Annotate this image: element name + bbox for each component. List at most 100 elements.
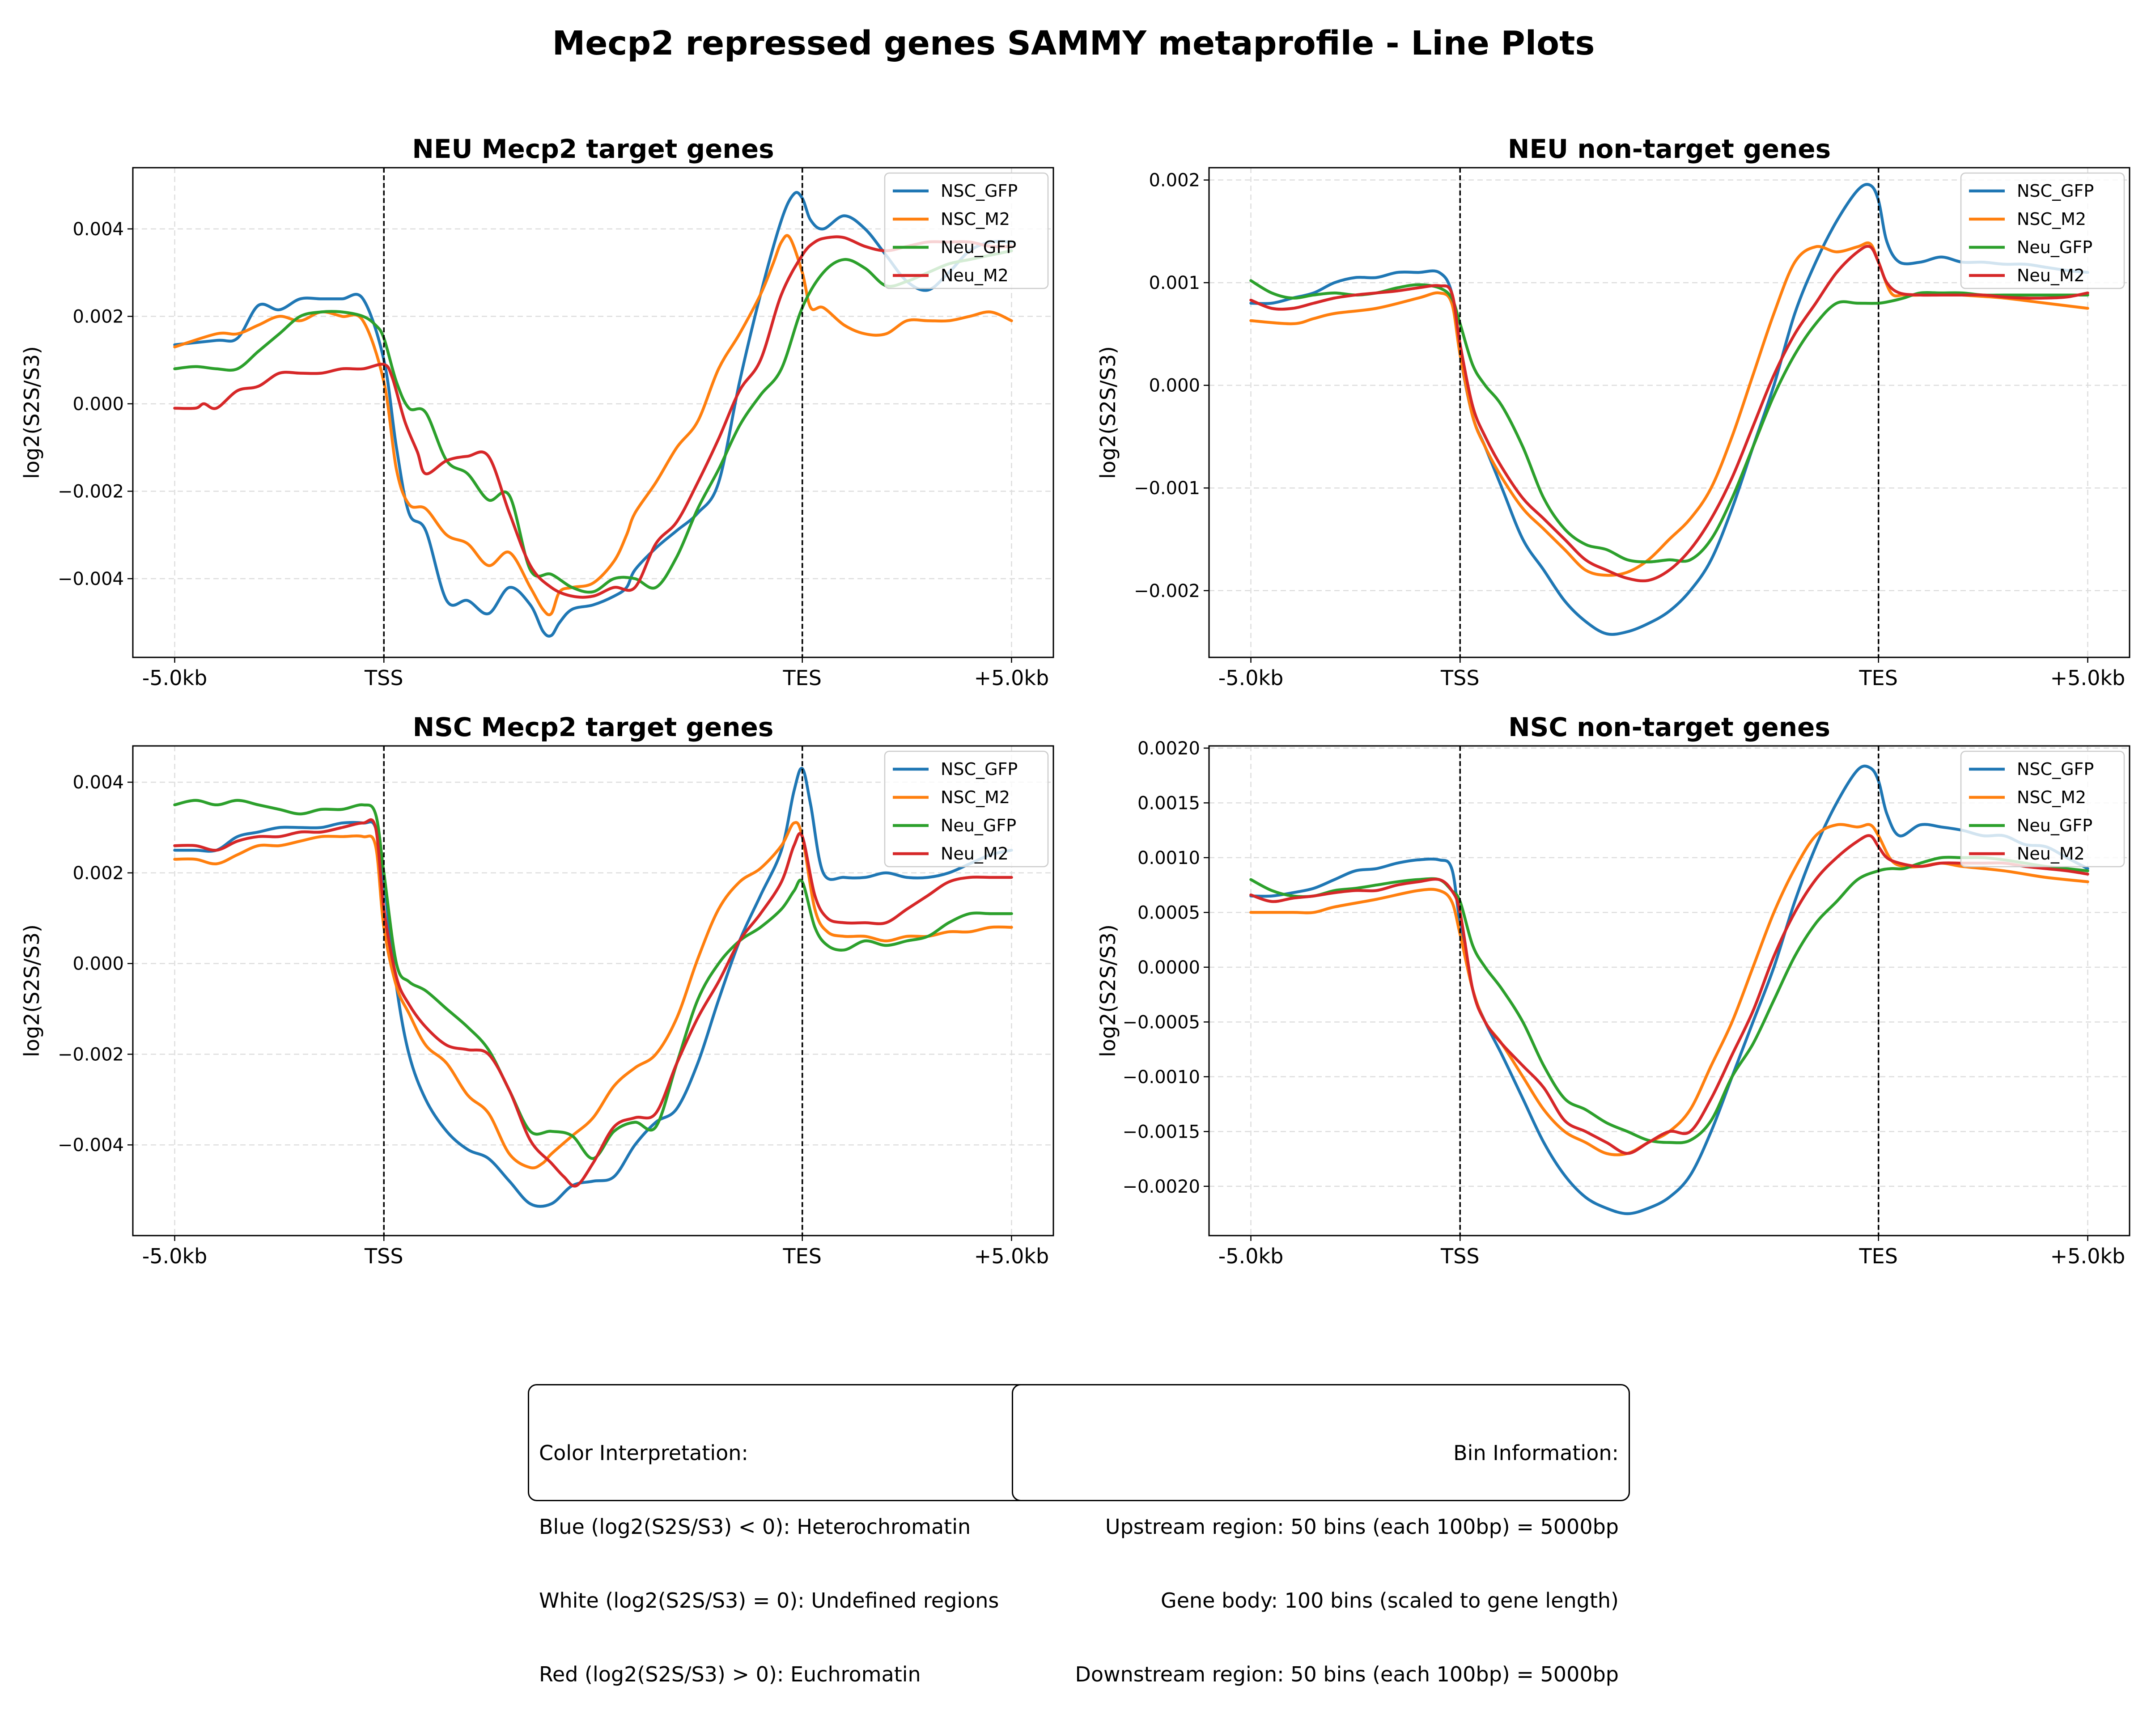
series-line-NSC_GFP (173, 766, 1013, 1208)
series-line-NSC_GFP (1249, 183, 2089, 636)
legend-label: Neu_GFP (2017, 816, 2092, 835)
subplot-title: NEU Mecp2 target genes (412, 134, 774, 164)
y-axis-label: log2(S2S/S3) (20, 346, 44, 479)
subplot-3: −0.004 −0.002 0.000 0.002 0.004 -5.0kb TSS TES +… (20, 712, 1054, 1268)
y-tick-label: 0.004 (72, 772, 124, 793)
series-line-Neu_M2 (1249, 834, 2089, 1155)
subplot-1: −0.004 −0.002 0.000 0.002 0.004 -5.0kb TSS TES +… (20, 134, 1054, 690)
y-tick-label: −0.002 (58, 481, 124, 502)
bin-information-box: Bin Information: Upstream region: 50 bin… (1012, 1384, 1630, 1686)
series-line-NSC_M2 (1249, 241, 2089, 577)
legend-label: Neu_GFP (941, 816, 1016, 835)
y-tick-label: 0.002 (1149, 170, 1200, 191)
y-tick-label: 0.002 (72, 863, 124, 884)
y-tick-label: −0.0015 (1123, 1122, 1200, 1142)
legend-label: NSC_M2 (2017, 209, 2086, 229)
y-tick-label: 0.000 (72, 394, 124, 415)
legend-frame (884, 750, 1049, 868)
series-lines (173, 191, 1013, 638)
legend-label: Neu_GFP (941, 237, 1016, 257)
y-tick-label: −0.002 (1134, 581, 1200, 601)
legend-label: NSC_GFP (941, 181, 1018, 201)
x-tick-label: TSS (364, 1244, 403, 1268)
legend-label: Neu_M2 (941, 266, 1009, 285)
legend: NSC_GFP NSC_M2 Neu_GFP Neu_M2 (884, 172, 1049, 289)
y-tick-label: 0.0010 (1137, 848, 1200, 868)
legend: NSC_GFP NSC_M2 Neu_GFP Neu_M2 (1960, 750, 2125, 868)
series-line-Neu_M2 (173, 818, 1013, 1188)
legend: NSC_GFP NSC_M2 Neu_GFP Neu_M2 (1960, 172, 2125, 289)
legend-frame (1960, 750, 2125, 868)
series-line-Neu_GFP (173, 799, 1013, 1160)
subplot-4: −0.0020 −0.0015 −0.0010 −0.0005 0.0000 0.0005… (1096, 712, 2130, 1268)
series-line-NSC_GFP (173, 191, 1013, 638)
x-tick-label: +5.0kb (974, 1244, 1049, 1268)
y-tick-label: 0.004 (72, 219, 124, 240)
legend-label: NSC_GFP (941, 759, 1018, 779)
legend-label: NSC_M2 (2017, 788, 2086, 807)
info-line: Upstream region: 50 bins (each 100bp) = … (1105, 1515, 1619, 1539)
series-lines (173, 766, 1013, 1208)
y-tick-label: −0.0005 (1123, 1012, 1200, 1033)
legend-label: NSC_GFP (2017, 759, 2094, 779)
x-tick-label: TES (783, 1244, 822, 1268)
y-tick-label: −0.001 (1134, 478, 1200, 499)
y-tick-label: 0.000 (1149, 376, 1200, 396)
x-tick-label: TSS (1440, 1244, 1480, 1268)
y-tick-label: 0.0015 (1137, 793, 1200, 813)
y-tick-label: 0.001 (1149, 273, 1200, 293)
legend-label: Neu_GFP (2017, 237, 2092, 257)
y-tick-label: 0.000 (72, 954, 124, 974)
y-tick-label: 0.0005 (1137, 902, 1200, 923)
axes-frame (1208, 167, 2130, 658)
series-line-Neu_M2 (173, 235, 1013, 599)
info-line: Downstream region: 50 bins (each 100bp) … (1075, 1662, 1619, 1686)
y-axis-label: log2(S2S/S3) (1096, 924, 1120, 1057)
series-line-Neu_GFP (173, 249, 1013, 594)
info-line: Gene body: 100 bins (scaled to gene leng… (1161, 1588, 1619, 1613)
y-axis-label: log2(S2S/S3) (1096, 346, 1120, 479)
info-line: White (log2(S2S/S3) = 0): Undefined regi… (539, 1588, 999, 1613)
axes-frame (132, 745, 1054, 1236)
subplot-2: −0.002 −0.001 0.000 0.001 0.002 -5.0kb TSS TES +… (1096, 134, 2130, 690)
legend-label: Neu_M2 (2017, 266, 2085, 285)
y-tick-label: −0.0020 (1123, 1177, 1200, 1197)
axes-frame (1208, 745, 2130, 1236)
legend-label: Neu_M2 (941, 844, 1009, 864)
series-line-NSC_GFP (1249, 764, 2089, 1215)
series-line-NSC_M2 (173, 234, 1013, 617)
info-line: Blue (log2(S2S/S3) < 0): Heterochromatin (539, 1515, 971, 1539)
series-line-Neu_M2 (1249, 245, 2089, 583)
info-line: Bin Information: (1453, 1441, 1619, 1465)
y-axis-label: log2(S2S/S3) (20, 924, 44, 1057)
info-line: Red (log2(S2S/S3) > 0): Euchromatin (539, 1662, 921, 1686)
subplot-title: NSC Mecp2 target genes (413, 712, 774, 742)
x-tick-label: TSS (1440, 666, 1480, 690)
subplot-title: NSC non-target genes (1508, 712, 1830, 742)
x-tick-label: -5.0kb (142, 1244, 208, 1268)
y-tick-label: 0.0000 (1137, 957, 1200, 978)
series-lines (1249, 764, 2089, 1215)
x-tick-label: +5.0kb (974, 666, 1049, 690)
y-tick-label: −0.004 (58, 1135, 124, 1156)
y-tick-label: −0.002 (58, 1044, 124, 1065)
x-tick-label: TES (783, 666, 822, 690)
x-tick-label: -5.0kb (142, 666, 208, 690)
y-tick-label: 0.0020 (1137, 738, 1200, 759)
x-tick-label: +5.0kb (2050, 1244, 2126, 1268)
legend-label: NSC_M2 (941, 209, 1010, 229)
color-interpretation-box: Color Interpretation: Blue (log2(S2S/S3)… (528, 1384, 1051, 1686)
page-title: Mecp2 repressed genes SAMMY metaprofile … (552, 24, 1595, 63)
legend-frame (884, 172, 1049, 289)
x-tick-label: TES (1859, 666, 1898, 690)
series-line-NSC_M2 (173, 821, 1013, 1169)
series-lines (1249, 183, 2089, 636)
series-line-Neu_GFP (1249, 855, 2089, 1144)
axes-frame (132, 167, 1054, 658)
series-line-NSC_M2 (1249, 823, 2089, 1156)
x-tick-label: TSS (364, 666, 403, 690)
y-tick-label: −0.004 (58, 569, 124, 589)
y-tick-label: 0.002 (72, 306, 124, 327)
legend-label: Neu_M2 (2017, 844, 2085, 864)
x-tick-label: +5.0kb (2050, 666, 2126, 690)
